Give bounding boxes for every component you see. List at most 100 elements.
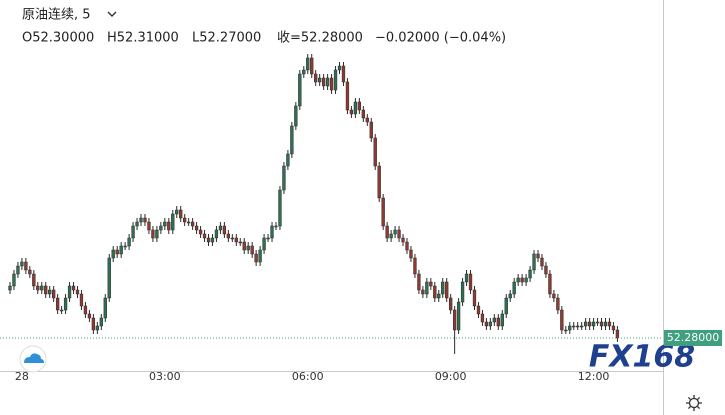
candle-body [492, 317, 496, 323]
candle-body [24, 261, 28, 271]
candle-body [194, 225, 199, 231]
candle-body [468, 273, 473, 291]
candle-body [135, 221, 139, 227]
candle-body [480, 313, 485, 323]
candle-body [155, 229, 159, 239]
candle-body [179, 209, 183, 219]
candle-body [329, 77, 334, 91]
candle-body [44, 285, 48, 295]
candle-body [433, 285, 437, 299]
candle-body [377, 165, 381, 199]
candle-body [40, 285, 44, 291]
candle-body [385, 225, 389, 239]
candle-body [48, 289, 52, 295]
last-price-badge [664, 330, 722, 346]
candle-body [115, 249, 119, 255]
x-tick-label: 09:00 [435, 370, 467, 383]
candle-body [242, 241, 246, 251]
candle-body [389, 233, 393, 239]
candle-body [238, 241, 242, 244]
candle-body [59, 309, 64, 312]
candle-body [250, 245, 254, 255]
candle-body [591, 321, 596, 327]
ohlc-legend: O52.30000 H52.31000 L52.27000 收=52.28000 −0.… [22, 31, 506, 46]
candle-body [79, 293, 84, 307]
candle-body [8, 285, 12, 291]
candle-body [67, 285, 72, 299]
last-price-label: 52.28000 [667, 331, 720, 344]
candle-body [405, 241, 409, 251]
candle-body [381, 197, 385, 227]
candle-body [20, 261, 24, 267]
candle-body [143, 217, 147, 223]
candle-body [151, 229, 155, 239]
candle-body [365, 117, 369, 123]
chart-title: 原油连续, 5 [22, 7, 91, 23]
candle-body [464, 273, 469, 283]
candle-body [278, 189, 282, 227]
candle-body [302, 69, 306, 75]
candle-body [595, 321, 600, 324]
candle-body [52, 289, 56, 299]
candle-body [524, 277, 528, 283]
candle-body [147, 221, 151, 231]
ohlc-value: L52.27000 [192, 31, 261, 46]
candle-body [341, 65, 346, 83]
candle-body [373, 137, 377, 167]
candle-body [508, 293, 512, 299]
candle-body [417, 273, 421, 291]
candle-body [32, 273, 36, 287]
candle-body [274, 225, 278, 228]
candle-body [107, 257, 111, 299]
candle-body [202, 233, 207, 239]
candle-body [413, 257, 417, 275]
candle-body [452, 309, 457, 331]
candle-body [568, 325, 572, 331]
chevron-icon[interactable] [107, 11, 117, 17]
cloud-badge[interactable] [19, 345, 47, 373]
ohlc-value: H52.31000 [107, 31, 179, 46]
candle-body [123, 245, 127, 248]
candle-body [325, 77, 330, 87]
candle-body [71, 285, 76, 291]
candle-body [99, 317, 103, 327]
settings-icon[interactable] [686, 395, 702, 411]
candle-body [266, 237, 270, 240]
candle-body [163, 221, 167, 227]
candle-body [234, 237, 238, 243]
candle-body [500, 313, 504, 327]
candle-body [401, 237, 405, 243]
candle-body [516, 277, 520, 283]
candle-body [55, 297, 60, 311]
candle-body [12, 273, 16, 287]
candle-body [556, 297, 560, 311]
candle-body [190, 221, 195, 227]
candle-body [139, 217, 143, 223]
candle-body [294, 105, 298, 127]
candle-body [16, 265, 20, 275]
candle-body [580, 325, 584, 328]
candle-body [520, 277, 524, 283]
ohlc-value: 收=52.28000 [277, 31, 363, 46]
candle-body [321, 77, 326, 87]
candle-body [504, 297, 508, 315]
x-tick-label: 03:00 [149, 370, 181, 383]
candle-body [270, 225, 274, 239]
candle-body [290, 125, 294, 155]
candle-body [103, 297, 107, 319]
ohlc-value: O52.30000 [22, 31, 94, 46]
candle-body [496, 317, 500, 327]
candle-body [87, 313, 92, 319]
candle-body [75, 289, 80, 295]
plot [0, 54, 663, 354]
candle-body [167, 221, 171, 231]
candle-body [544, 265, 548, 275]
candle-body [460, 281, 465, 303]
candle-body [552, 293, 556, 299]
candle-body [357, 101, 362, 111]
candle-body [63, 297, 68, 311]
candle-body [183, 217, 187, 223]
candle-body [484, 321, 489, 327]
candle-body [393, 229, 397, 235]
